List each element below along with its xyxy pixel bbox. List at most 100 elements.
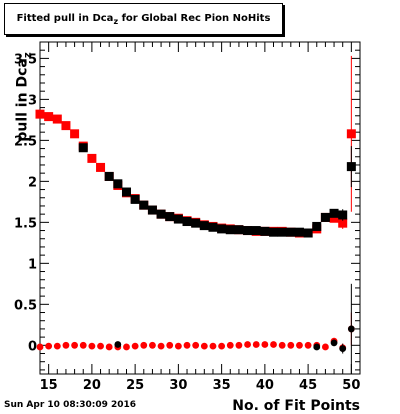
chart-title-subscript: z [113, 17, 119, 26]
data-point-circle [313, 343, 321, 351]
data-point-circle [347, 325, 355, 333]
data-point-circle [330, 339, 338, 347]
data-point-square [78, 143, 88, 153]
data-point-circle [244, 341, 251, 348]
data-point-circle [157, 342, 165, 350]
data-point-circle [166, 341, 174, 349]
data-point-square [44, 112, 54, 122]
plot-frame [39, 41, 361, 375]
data-point-circle [149, 341, 156, 349]
data-point-square [35, 109, 45, 119]
y-tick-label: 2 [28, 175, 37, 190]
data-point-circle [209, 342, 217, 350]
y-tick-label: 3.5 [14, 52, 37, 67]
data-point-square [329, 213, 339, 223]
x-tick-label: 35 [213, 378, 231, 393]
data-point-square [130, 194, 140, 204]
data-point-circle [226, 341, 234, 349]
data-point-circle [88, 342, 96, 350]
y-axis-label-main: pull in Dca [14, 58, 31, 142]
data-point-square [243, 226, 253, 236]
y-tick-label: 1 [28, 257, 37, 272]
y-tick-label: 1.5 [14, 216, 37, 231]
data-point-square [182, 217, 192, 227]
data-point-square [277, 227, 287, 237]
data-point-circle [270, 341, 277, 348]
data-point-circle [114, 341, 122, 348]
data-point-circle [140, 341, 148, 349]
chart-title: Fitted pull in Dcaz for Global Rec Pion … [5, 13, 282, 26]
x-tick-label: 30 [169, 378, 187, 393]
data-point-square [286, 227, 296, 237]
data-point-circle [105, 343, 113, 351]
data-point-circle [45, 342, 53, 350]
data-point-square [260, 226, 270, 236]
data-point-square [121, 187, 131, 197]
data-point-square [156, 209, 166, 219]
y-axis-label-subscript: z [22, 52, 34, 59]
data-point-square [208, 222, 218, 232]
data-point-circle [131, 342, 139, 350]
data-point-square [173, 214, 183, 224]
data-point-square [329, 208, 339, 218]
timestamp: Sun Apr 10 08:30:09 2016 [4, 400, 137, 410]
y-tick-label: 0 [28, 339, 37, 354]
data-point-square [234, 225, 244, 235]
data-point-square [113, 179, 123, 189]
data-point-square [191, 218, 201, 228]
data-point-square [139, 200, 149, 210]
x-tick-label: 20 [83, 378, 101, 393]
data-point-square [294, 227, 304, 237]
data-point-square [217, 224, 227, 234]
chart-title-suffix: for Global Rec Pion NoHits [118, 13, 271, 24]
data-point-circle [192, 341, 200, 349]
data-point-square [251, 226, 261, 236]
data-point-circle [218, 342, 226, 350]
x-tick-label: 45 [299, 378, 317, 393]
data-point-circle [235, 341, 243, 349]
y-tick-label: 0.5 [14, 298, 37, 313]
data-point-circle [174, 342, 182, 350]
x-axis-label: No. of Fit Points [232, 398, 360, 414]
x-tick-label: 40 [256, 378, 274, 393]
data-point-circle [97, 342, 104, 350]
data-point-square [61, 121, 71, 131]
data-point-circle [79, 341, 87, 349]
data-point-square [303, 228, 313, 238]
data-point-circle [71, 341, 78, 349]
data-point-circle [36, 343, 44, 351]
data-point-circle [278, 341, 286, 349]
data-point-circle [339, 345, 347, 352]
data-point-square [338, 210, 348, 220]
data-point-circle [183, 341, 191, 349]
chart-title-main: Fitted pull in Dca [16, 13, 114, 24]
x-tick-label: 15 [40, 378, 58, 393]
data-point-circle [304, 341, 312, 349]
x-tick-label: 25 [126, 378, 144, 393]
data-point-circle [287, 341, 295, 349]
data-point-square [147, 205, 157, 215]
data-point-circle [322, 343, 329, 351]
data-point-square [52, 114, 62, 124]
data-point-circle [200, 342, 208, 350]
data-point-circle [252, 341, 260, 348]
x-tick-label: 50 [342, 378, 360, 393]
data-point-square [312, 221, 322, 231]
data-point-square [96, 162, 106, 172]
y-tick-label: 3 [28, 93, 37, 108]
data-point-circle [261, 341, 269, 348]
data-point-circle [296, 341, 303, 349]
data-point-square [346, 162, 356, 172]
data-point-square [320, 212, 330, 222]
data-point-circle [62, 341, 70, 349]
y-axis-label: pull in Dcaz [15, 52, 34, 141]
data-point-square [87, 153, 97, 163]
data-point-square [199, 221, 209, 231]
chart-title-box: Fitted pull in Dcaz for Global Rec Pion … [4, 3, 283, 35]
data-point-square [104, 171, 114, 181]
data-point-square [165, 212, 175, 222]
data-point-square [70, 129, 80, 139]
data-point-circle [123, 343, 130, 351]
data-point-square [269, 227, 279, 237]
